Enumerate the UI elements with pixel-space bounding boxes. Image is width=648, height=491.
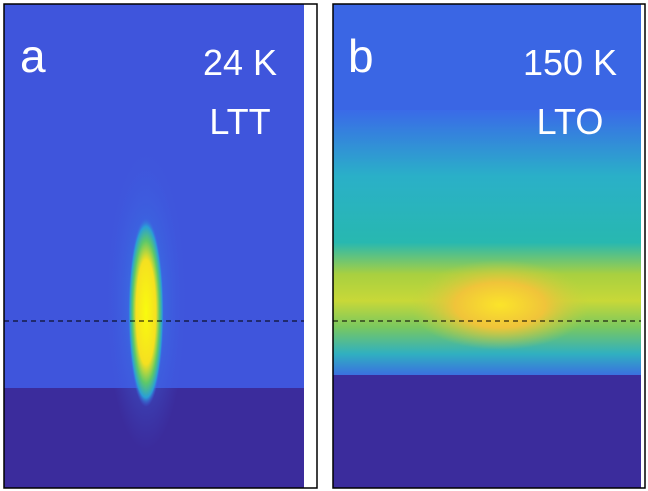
- panel-border: [3, 3, 318, 489]
- heatmap-peak: [410, 260, 590, 350]
- panel-letter: b: [348, 30, 374, 82]
- panel-letter: a: [20, 30, 46, 82]
- temperature-label: 150 K: [523, 42, 617, 83]
- phase-label: LTO: [537, 101, 604, 142]
- heatmap-peak: [128, 217, 164, 407]
- strip: [641, 4, 645, 488]
- strip: [304, 4, 317, 488]
- panel-b: b 150 K LTO: [332, 3, 646, 489]
- temperature-label: 24 K: [203, 42, 277, 83]
- phase-label: LTT: [209, 101, 270, 142]
- heatmap-dark-region: [333, 375, 641, 488]
- panel-a: a 24 K LTT: [3, 3, 318, 489]
- panel-border: [332, 3, 646, 489]
